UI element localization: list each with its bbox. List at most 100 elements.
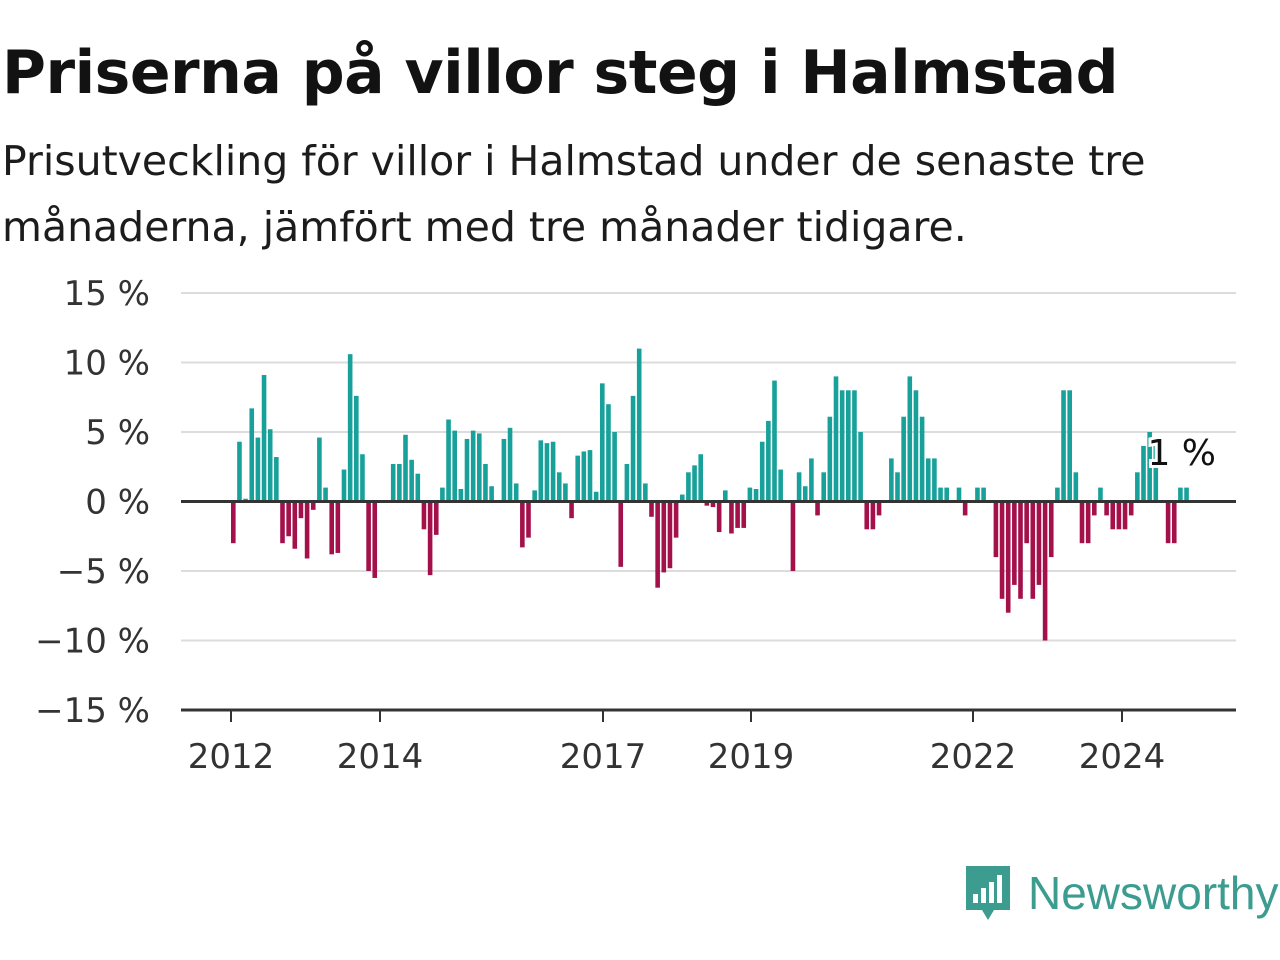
bars (231, 348, 1189, 641)
bar (1036, 501, 1042, 585)
bar (329, 501, 334, 555)
bar (889, 458, 894, 502)
bar (649, 501, 654, 517)
y-tick-label: −10 % (35, 622, 150, 662)
bar (440, 487, 445, 502)
bar (563, 483, 568, 502)
bar (1005, 501, 1011, 613)
bar (433, 501, 439, 535)
bar (532, 490, 537, 502)
bar (237, 441, 242, 502)
bar (624, 463, 630, 502)
bar (390, 463, 396, 502)
bar (704, 501, 710, 506)
bar (698, 454, 703, 502)
gridlines (181, 292, 1236, 642)
newsworthy-logo-icon (966, 866, 1010, 920)
bar (1092, 501, 1097, 516)
bar (907, 376, 913, 502)
chart-subtitle: Prisutveckling för villor i Halmstad und… (2, 137, 1146, 251)
bar (600, 383, 605, 502)
bar (981, 487, 986, 502)
bar (446, 419, 451, 502)
bar (1012, 501, 1017, 585)
newsworthy-logo[interactable]: Newsworthy (962, 862, 1279, 924)
bar (347, 354, 353, 502)
axes (181, 500, 1236, 722)
x-tick-label: 2022 (930, 737, 1017, 777)
bar (569, 501, 574, 519)
bar (673, 501, 679, 538)
bar (833, 376, 839, 502)
y-tick-label: 15 % (64, 274, 150, 314)
bar (944, 487, 949, 502)
bar (231, 501, 236, 544)
bar (778, 469, 783, 502)
bar (870, 501, 876, 530)
bar (1128, 501, 1134, 516)
bar (397, 463, 402, 502)
bar (427, 501, 433, 576)
bar (1079, 501, 1085, 544)
x-tick-label: 2012 (188, 737, 275, 777)
bar (323, 487, 328, 502)
bar (962, 501, 968, 516)
bar (895, 472, 900, 502)
bar (335, 501, 341, 553)
bar (1110, 501, 1116, 530)
bar (372, 501, 378, 578)
bar (556, 472, 562, 502)
bar (507, 427, 513, 502)
bar (464, 438, 470, 502)
bar (587, 450, 593, 502)
bar (310, 501, 316, 510)
bar (341, 469, 347, 502)
bar (1184, 487, 1189, 502)
bar (606, 404, 611, 502)
bar (593, 491, 599, 502)
brand-name: Newsworthy (1028, 867, 1279, 919)
bar (876, 501, 882, 516)
bar (975, 487, 980, 502)
bar (292, 501, 298, 549)
bar (1122, 501, 1128, 530)
bar (403, 434, 408, 502)
bar (274, 457, 279, 502)
x-tick-label: 2024 (1079, 737, 1166, 777)
bar (520, 501, 525, 548)
bar (458, 488, 464, 502)
bar (956, 487, 962, 502)
bar (729, 501, 734, 534)
tick-labels: 15 % 10 % 5 % 0 % −5 % −10 % −15 % 2012 2014 2017… (35, 274, 1219, 777)
x-tick-label: 2019 (708, 737, 795, 777)
bar (802, 486, 808, 502)
bar-chart: 15 % 10 % 5 % 0 % −5 % −10 % −15 % 2012 2014 2017… (35, 274, 1236, 777)
bar (815, 501, 820, 516)
bar (360, 454, 365, 502)
bar (575, 455, 580, 502)
bar (477, 433, 482, 502)
bar (501, 438, 507, 502)
bar (661, 501, 667, 573)
bar (1073, 472, 1079, 502)
bar (1116, 501, 1122, 530)
bar (919, 416, 925, 502)
bar (723, 490, 728, 502)
bar (1030, 501, 1036, 599)
bar (839, 390, 845, 502)
bar (655, 501, 660, 588)
bar (489, 486, 494, 502)
bar (692, 465, 697, 502)
bar (415, 473, 421, 502)
bar (858, 432, 863, 502)
bar (809, 458, 814, 502)
bar (852, 390, 857, 502)
bar (354, 395, 359, 502)
y-tick-label: 0 % (85, 483, 150, 523)
bar (1018, 501, 1023, 599)
bar (280, 501, 285, 544)
bar (1024, 501, 1029, 544)
bar (1135, 472, 1140, 502)
chart-title: Priserna på villor steg i Halmstad (2, 38, 1119, 108)
bar (901, 416, 906, 502)
